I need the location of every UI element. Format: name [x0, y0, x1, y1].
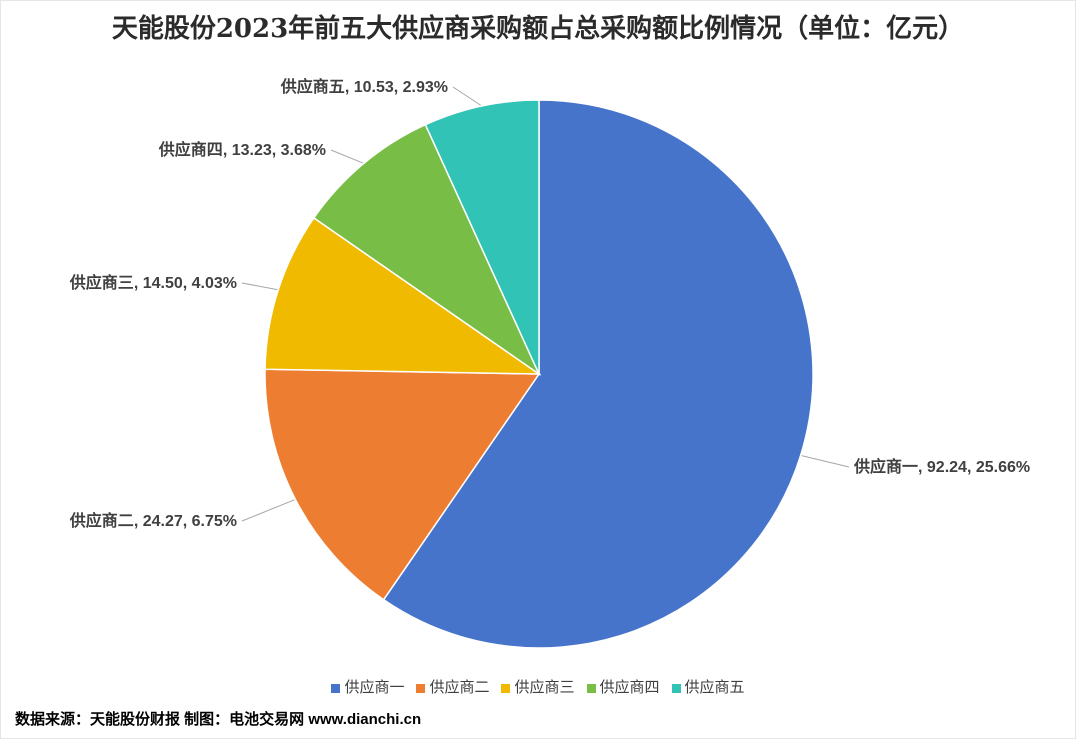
leader-line-supplier-5: [452, 86, 481, 106]
legend-item-supplier-3: 供应商三: [501, 677, 575, 699]
legend: 供应商一 供应商二 供应商三 供应商四 供应商五: [1, 677, 1075, 699]
leader-line-supplier-4: [330, 149, 363, 164]
data-label-supplier-3: 供应商三, 14.50, 4.03%: [69, 273, 237, 292]
leader-lines: [241, 86, 850, 522]
chart-title: 天能股份2023年前五大供应商采购额占总采购额比例情况（单位：亿元）: [111, 14, 965, 44]
legend-label: 供应商四: [599, 679, 660, 696]
legend-item-supplier-5: 供应商五: [671, 677, 745, 699]
data-label-supplier-5: 供应商五, 10.53, 2.93%: [280, 77, 448, 96]
legend-label: 供应商一: [344, 679, 405, 696]
pie-slice-supplier-3: [264, 216, 542, 375]
data-label-value-percent: , 92.24, 25.66%: [918, 459, 1030, 476]
pie-slice-supplier-1: [382, 99, 814, 649]
data-label-supplier-2: 供应商二, 24.27, 6.75%: [69, 511, 237, 530]
pie-slice-supplier-5: [424, 99, 540, 375]
legend-swatch: [671, 683, 681, 693]
data-label-value-percent: , 24.27, 6.75%: [134, 513, 237, 530]
data-label-supplier-4: 供应商四, 13.23, 3.68%: [158, 140, 326, 159]
legend-label: 供应商二: [429, 679, 490, 696]
legend-item-supplier-1: 供应商一: [331, 677, 404, 699]
data-label-category: 供应商四: [158, 140, 223, 159]
data-label-category: 供应商二: [69, 511, 134, 530]
data-label-category: 供应商三: [69, 273, 134, 292]
data-label-supplier-1: 供应商一, 92.24, 25.66%: [853, 457, 1030, 476]
data-label-category: 供应商一: [853, 457, 918, 476]
legend-label: 供应商五: [684, 679, 745, 696]
data-label-value-percent: , 13.23, 3.68%: [223, 142, 326, 159]
legend-swatch: [586, 683, 596, 693]
pie-slices: [264, 99, 814, 649]
data-label-value-percent: , 14.50, 4.03%: [134, 275, 237, 292]
source-footer: 数据来源：天能股份财报 制图：电池交易网 www.dianchi.cn: [15, 711, 422, 728]
data-label-value-percent: , 10.53, 2.93%: [345, 79, 448, 96]
pie-slice-supplier-4: [312, 123, 541, 377]
legend-item-supplier-4: 供应商四: [586, 677, 660, 699]
legend-item-supplier-2: 供应商二: [416, 677, 489, 699]
leader-line-supplier-3: [241, 282, 278, 291]
data-label-category: 供应商五: [280, 77, 345, 96]
pie-slice-supplier-2: [264, 368, 541, 601]
data-labels: 供应商一, 92.24, 25.66%供应商二, 24.27, 6.75%供应商…: [69, 77, 1030, 530]
legend-swatch: [331, 683, 341, 693]
legend-swatch: [416, 683, 426, 693]
legend-swatch: [501, 683, 511, 693]
leader-line-supplier-1: [801, 455, 850, 468]
leader-line-supplier-2: [241, 499, 295, 522]
legend-label: 供应商三: [514, 679, 575, 696]
